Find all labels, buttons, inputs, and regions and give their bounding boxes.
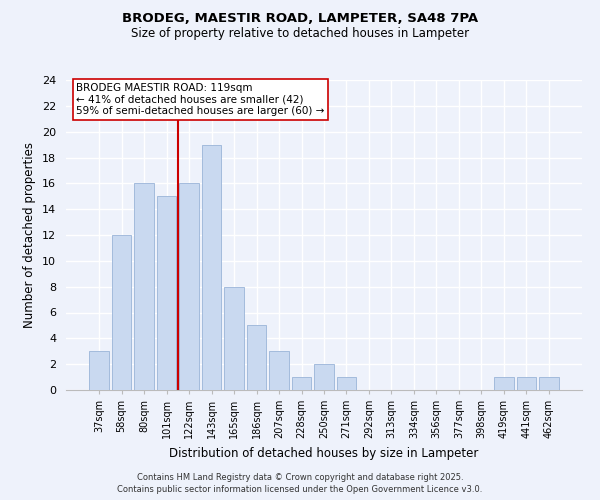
Bar: [202, 144, 221, 390]
Text: Size of property relative to detached houses in Lampeter: Size of property relative to detached ho…: [131, 28, 469, 40]
Bar: [269, 351, 289, 390]
Bar: [292, 377, 311, 390]
Bar: [224, 286, 244, 390]
Text: BRODEG, MAESTIR ROAD, LAMPETER, SA48 7PA: BRODEG, MAESTIR ROAD, LAMPETER, SA48 7PA: [122, 12, 478, 26]
Bar: [494, 377, 514, 390]
Bar: [89, 351, 109, 390]
Text: BRODEG MAESTIR ROAD: 119sqm
← 41% of detached houses are smaller (42)
59% of sem: BRODEG MAESTIR ROAD: 119sqm ← 41% of det…: [76, 83, 325, 116]
Bar: [179, 184, 199, 390]
Y-axis label: Number of detached properties: Number of detached properties: [23, 142, 37, 328]
X-axis label: Distribution of detached houses by size in Lampeter: Distribution of detached houses by size …: [169, 446, 479, 460]
Bar: [539, 377, 559, 390]
Text: Contains HM Land Registry data © Crown copyright and database right 2025.: Contains HM Land Registry data © Crown c…: [137, 472, 463, 482]
Bar: [157, 196, 176, 390]
Bar: [517, 377, 536, 390]
Bar: [112, 235, 131, 390]
Bar: [134, 184, 154, 390]
Bar: [314, 364, 334, 390]
Text: Contains public sector information licensed under the Open Government Licence v3: Contains public sector information licen…: [118, 485, 482, 494]
Bar: [337, 377, 356, 390]
Bar: [247, 326, 266, 390]
